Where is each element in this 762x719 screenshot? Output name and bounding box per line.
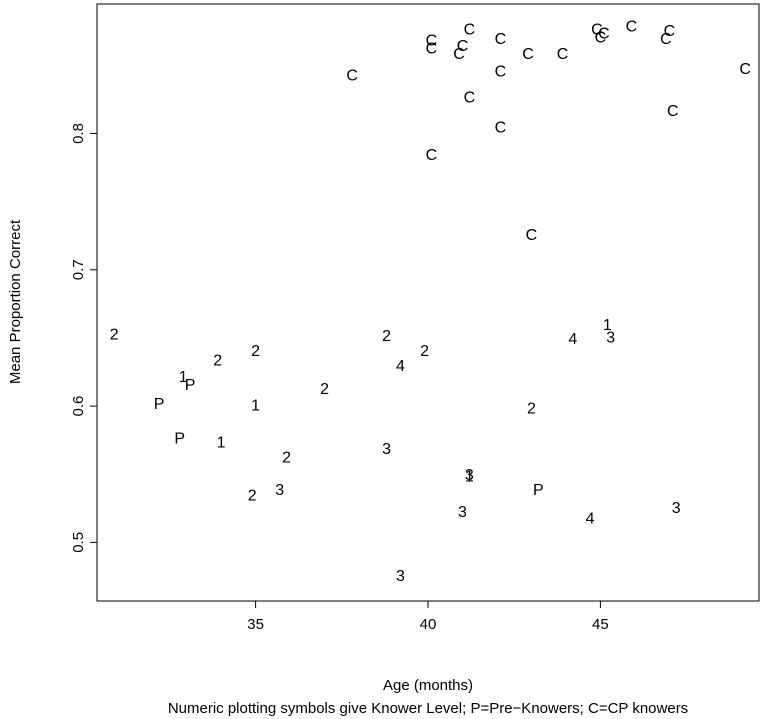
- data-point: C: [522, 46, 534, 63]
- data-point: P: [533, 482, 544, 499]
- x-tick-label: 40: [420, 616, 437, 633]
- data-point: 2: [248, 488, 257, 505]
- data-point: 3: [672, 500, 681, 517]
- data-point: 2: [251, 343, 260, 360]
- data-point: 3: [382, 441, 391, 458]
- data-point: 1: [251, 398, 260, 415]
- x-tick-label: 45: [592, 616, 609, 633]
- data-point: 1: [179, 369, 188, 386]
- data-point: C: [591, 21, 603, 38]
- data-point: 1: [603, 317, 612, 334]
- data-point: 2: [420, 343, 429, 360]
- data-point: C: [660, 31, 672, 48]
- data-point: 2: [213, 353, 222, 370]
- data-point: C: [739, 61, 751, 78]
- data-point: 3: [396, 568, 405, 585]
- y-axis-title: Mean Proportion Correct: [7, 219, 24, 384]
- y-tick-label: 0.8: [70, 123, 87, 144]
- data-point: C: [426, 32, 438, 49]
- data-point: C: [464, 21, 476, 38]
- data-point: 2: [282, 449, 291, 466]
- data-point: 4: [586, 511, 595, 528]
- data-point: C: [595, 30, 607, 47]
- data-point: 2: [110, 327, 119, 344]
- y-tick-label: 0.5: [70, 532, 87, 553]
- data-point: 1: [465, 468, 474, 485]
- data-point: 1: [217, 434, 226, 451]
- data-point: C: [626, 19, 638, 36]
- y-tick-label: 0.6: [70, 396, 87, 417]
- data-point: C: [457, 38, 469, 55]
- data-point: 2: [527, 400, 536, 417]
- data-point: C: [598, 25, 610, 42]
- data-point: C: [526, 227, 538, 244]
- x-axis-note: Numeric plotting symbols give Knower Lev…: [168, 700, 688, 717]
- data-point: 3: [458, 504, 467, 521]
- data-point: C: [426, 147, 438, 164]
- data-point: C: [557, 46, 569, 63]
- y-axis: 0.5 0.6 0.7 0.8: [70, 123, 97, 553]
- data-point: 3: [606, 329, 615, 346]
- y-tick-label: 0.7: [70, 259, 87, 280]
- data-point: 2: [320, 381, 329, 398]
- data-point: C: [495, 120, 507, 137]
- data-point: C: [426, 40, 438, 57]
- data-point: C: [464, 90, 476, 107]
- data-point: 4: [568, 331, 577, 348]
- data-point: C: [495, 64, 507, 81]
- x-axis-title: Age (months): [383, 677, 473, 694]
- data-point: C: [664, 23, 676, 40]
- data-point: P: [174, 430, 185, 447]
- data-point: 4: [396, 358, 405, 375]
- data-point: P: [154, 396, 165, 413]
- data-point: C: [346, 68, 358, 85]
- data-point: P: [185, 377, 196, 394]
- data-point: C: [453, 46, 465, 63]
- data-point: 3: [465, 467, 474, 484]
- data-point: C: [667, 103, 679, 120]
- x-axis: 35 40 45: [247, 601, 609, 633]
- x-tick-label: 35: [247, 616, 264, 633]
- plot-frame: [96, 3, 760, 602]
- data-point: 3: [275, 482, 284, 499]
- data-point: C: [495, 31, 507, 48]
- data-point: 2: [382, 328, 391, 345]
